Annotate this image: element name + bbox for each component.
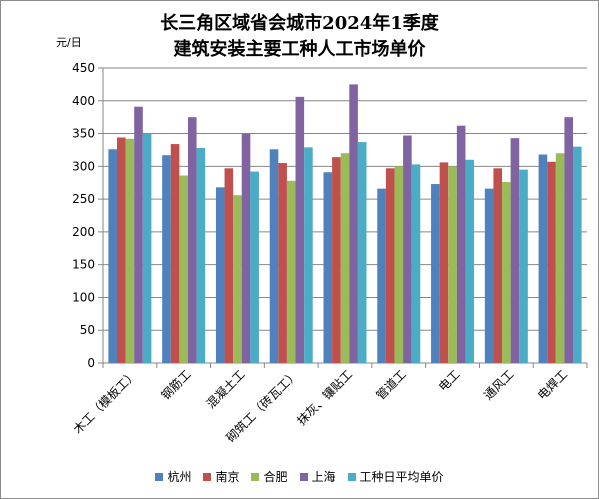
bar (456, 125, 466, 363)
legend-label: 南京 (215, 470, 240, 484)
legend-label: 工种日平均单价 (359, 470, 444, 484)
y-tick-label: 0 (87, 356, 95, 370)
legend-item: 上海 (299, 468, 336, 485)
bar (250, 171, 259, 363)
bar (134, 106, 143, 363)
y-tick-label: 150 (72, 258, 95, 272)
bar (116, 137, 126, 363)
bar (538, 154, 548, 363)
bar (142, 133, 152, 363)
bar (519, 169, 528, 363)
bar (241, 133, 251, 363)
y-axis-label: 元/日 (56, 36, 82, 49)
y-tick-label: 400 (72, 94, 95, 108)
legend-swatch (203, 472, 212, 481)
bar (431, 184, 440, 363)
bar (340, 153, 350, 363)
bar (510, 138, 520, 363)
y-tick-label: 250 (72, 192, 95, 206)
x-tick-label: 抹灰、镶贴工 (294, 367, 356, 429)
legend-swatch (251, 472, 260, 481)
bar (224, 168, 234, 363)
bar (349, 84, 358, 363)
legend-swatch (155, 472, 164, 481)
bar (295, 96, 305, 363)
bar (196, 147, 206, 363)
x-tick-label: 电焊工 (534, 367, 570, 403)
bar (269, 149, 279, 363)
x-tick-label: 通风工 (481, 367, 516, 402)
y-tick-label: 450 (72, 61, 95, 75)
bar (465, 159, 475, 363)
bar (357, 142, 367, 363)
bar (493, 168, 503, 363)
bar (573, 146, 582, 363)
bar (108, 149, 117, 363)
bar (411, 164, 421, 363)
legend-label: 杭州 (167, 470, 192, 484)
x-tick-label: 电工 (436, 367, 463, 394)
bar (439, 162, 449, 363)
bar (233, 195, 242, 363)
bar (502, 182, 511, 363)
legend-item: 工种日平均单价 (347, 468, 444, 485)
legend-item: 合肥 (251, 468, 288, 485)
bar (555, 153, 565, 363)
bar (484, 188, 494, 363)
x-tick-label: 混凝土工 (203, 367, 248, 412)
bar (547, 161, 556, 363)
chart-title-line-2: 建筑安装主要工种人工市场单价 (173, 39, 426, 60)
y-tick-label: 300 (72, 159, 95, 173)
bar (215, 187, 225, 363)
bar (170, 144, 180, 363)
chart-title-line-1: 长三角区域省会城市2024年1季度 (160, 13, 439, 34)
legend-label: 合肥 (263, 470, 288, 484)
legend-item: 南京 (203, 468, 239, 485)
bar (304, 147, 313, 363)
bar (286, 180, 296, 363)
x-tick-label: 钢筋工 (158, 367, 194, 403)
y-tick-label: 50 (80, 323, 95, 337)
bar (385, 168, 395, 363)
bar (564, 117, 574, 364)
bar (332, 157, 341, 363)
bar (187, 117, 197, 364)
y-tick-label: 350 (72, 127, 95, 141)
legend-swatch (299, 472, 308, 481)
x-tick-label: 管道工 (373, 367, 409, 403)
bar (394, 166, 404, 363)
bar (377, 188, 386, 363)
bar (278, 163, 287, 363)
legend-swatch (347, 472, 356, 481)
legend-label: 上海 (311, 470, 336, 484)
legend-item: 杭州 (155, 468, 191, 485)
x-tick-label: 木工（模板工） (71, 367, 140, 436)
bar (448, 166, 457, 363)
y-tick-label: 100 (72, 290, 95, 304)
y-tick-label: 200 (72, 225, 95, 239)
bar (323, 172, 333, 363)
bar (403, 135, 412, 363)
bar (179, 175, 188, 363)
legend: 杭州 南京 合肥 上海 工种日平均单价 (0, 468, 599, 485)
bar (125, 138, 135, 363)
bar (162, 155, 171, 363)
